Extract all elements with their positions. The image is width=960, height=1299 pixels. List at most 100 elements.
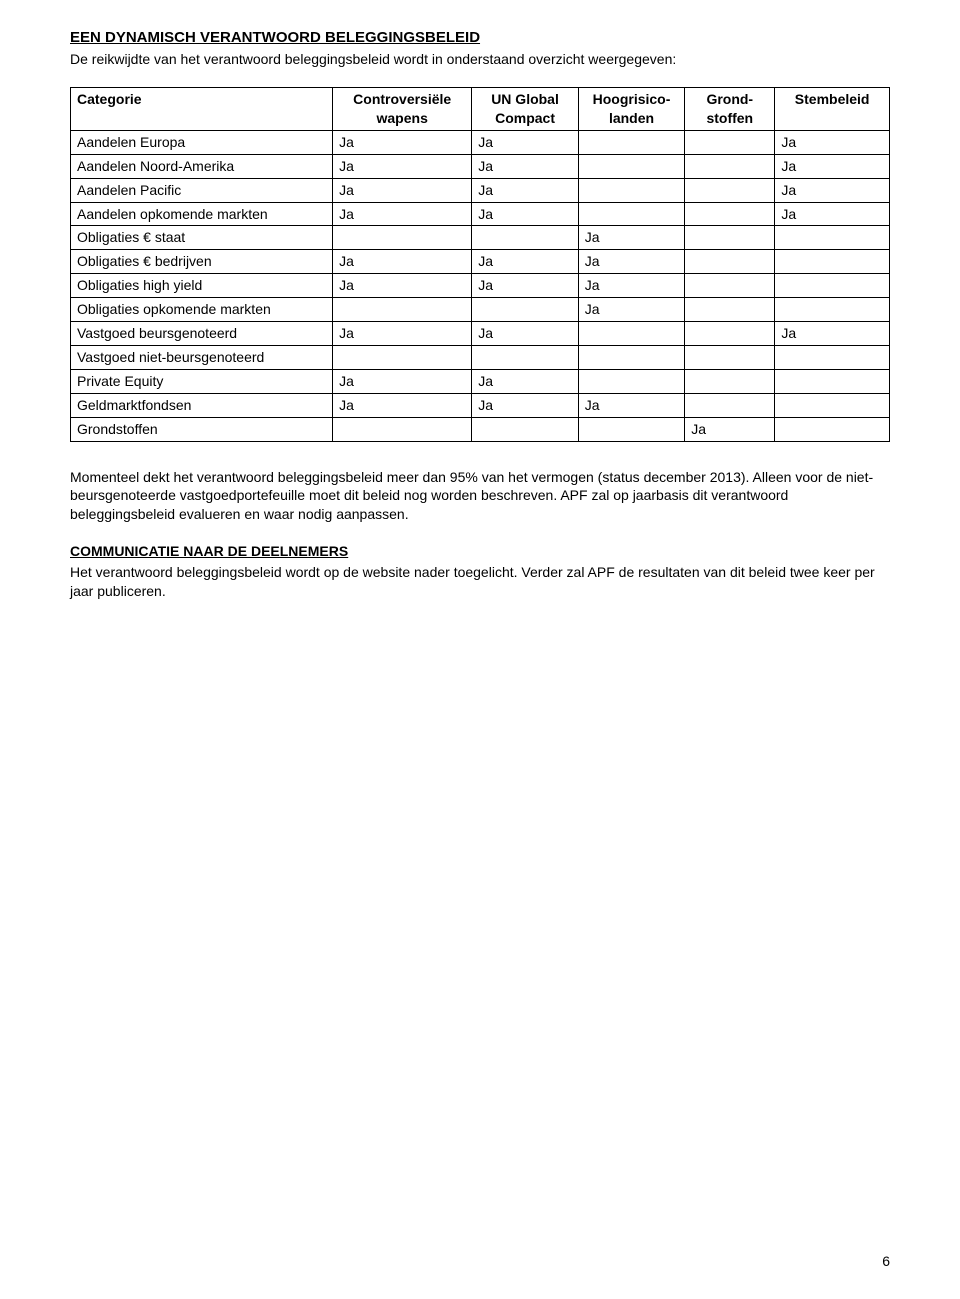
value-cell: Ja — [775, 130, 890, 154]
value-cell: Ja — [333, 393, 472, 417]
value-cell — [685, 298, 775, 322]
col-header-label: Grond- — [691, 90, 768, 109]
category-cell: Aandelen Europa — [71, 130, 333, 154]
col-header-wapens: Controversiële wapens — [333, 88, 472, 131]
category-cell: Aandelen Pacific — [71, 178, 333, 202]
category-cell: Aandelen Noord-Amerika — [71, 154, 333, 178]
value-cell: Ja — [578, 274, 684, 298]
page: EEN DYNAMISCH VERANTWOORD BELEGGINGSBELE… — [0, 0, 960, 1299]
communication-paragraph: Het verantwoord beleggingsbeleid wordt o… — [70, 563, 890, 601]
value-cell: Ja — [333, 154, 472, 178]
category-cell: Private Equity — [71, 369, 333, 393]
table-body: Aandelen EuropaJaJaJaAandelen Noord-Amer… — [71, 130, 890, 441]
category-cell: Geldmarktfondsen — [71, 393, 333, 417]
value-cell — [685, 322, 775, 346]
col-header-hoogrisico: Hoogrisico- landen — [578, 88, 684, 131]
table-row: GeldmarktfondsenJaJaJa — [71, 393, 890, 417]
table-row: Grondstoffen Ja — [71, 417, 890, 441]
value-cell — [775, 417, 890, 441]
value-cell — [578, 369, 684, 393]
col-header-label: Compact — [478, 109, 571, 128]
value-cell — [578, 345, 684, 369]
category-cell: Vastgoed beursgenoteerd — [71, 322, 333, 346]
value-cell: Ja — [333, 130, 472, 154]
policy-table: Categorie Controversiële wapens UN Globa… — [70, 87, 890, 441]
value-cell: Ja — [333, 322, 472, 346]
value-cell: Ja — [578, 226, 684, 250]
value-cell — [685, 369, 775, 393]
value-cell — [578, 417, 684, 441]
table-row: Obligaties opkomende markten Ja — [71, 298, 890, 322]
value-cell — [685, 130, 775, 154]
value-cell: Ja — [775, 154, 890, 178]
intro-paragraph: De reikwijdte van het verantwoord belegg… — [70, 50, 890, 69]
value-cell — [472, 298, 578, 322]
value-cell: Ja — [472, 250, 578, 274]
value-cell — [578, 178, 684, 202]
col-header-label: Categorie — [77, 90, 326, 109]
value-cell — [578, 202, 684, 226]
value-cell: Ja — [775, 322, 890, 346]
value-cell — [578, 322, 684, 346]
col-header-stembeleid: Stembeleid — [775, 88, 890, 131]
table-row: Private EquityJaJa — [71, 369, 890, 393]
value-cell — [775, 393, 890, 417]
value-cell — [685, 250, 775, 274]
category-cell: Obligaties € staat — [71, 226, 333, 250]
value-cell — [472, 417, 578, 441]
policy-heading: EEN DYNAMISCH VERANTWOORD BELEGGINGSBELE… — [70, 28, 890, 48]
value-cell — [333, 226, 472, 250]
col-header-label: Stembeleid — [781, 90, 883, 109]
value-cell — [685, 226, 775, 250]
value-cell: Ja — [472, 369, 578, 393]
category-cell: Grondstoffen — [71, 417, 333, 441]
table-header-row: Categorie Controversiële wapens UN Globa… — [71, 88, 890, 131]
value-cell — [775, 369, 890, 393]
value-cell: Ja — [578, 298, 684, 322]
value-cell: Ja — [472, 154, 578, 178]
value-cell — [685, 154, 775, 178]
table-row: Aandelen EuropaJaJaJa — [71, 130, 890, 154]
value-cell: Ja — [472, 274, 578, 298]
value-cell — [775, 345, 890, 369]
value-cell — [775, 274, 890, 298]
value-cell — [685, 202, 775, 226]
category-cell: Obligaties € bedrijven — [71, 250, 333, 274]
value-cell — [685, 345, 775, 369]
value-cell: Ja — [472, 130, 578, 154]
table-row: Aandelen PacificJaJaJa — [71, 178, 890, 202]
value-cell: Ja — [472, 322, 578, 346]
col-header-label: Hoogrisico- — [585, 90, 678, 109]
value-cell: Ja — [333, 178, 472, 202]
value-cell: Ja — [685, 417, 775, 441]
value-cell — [333, 298, 472, 322]
value-cell — [775, 298, 890, 322]
value-cell — [685, 274, 775, 298]
col-header-label: Controversiële — [339, 90, 465, 109]
col-header-label: landen — [585, 109, 678, 128]
col-header-label: stoffen — [691, 109, 768, 128]
value-cell — [333, 417, 472, 441]
value-cell: Ja — [333, 202, 472, 226]
value-cell — [775, 226, 890, 250]
category-cell: Vastgoed niet-beursgenoteerd — [71, 345, 333, 369]
table-row: Obligaties € bedrijvenJaJaJa — [71, 250, 890, 274]
table-row: Vastgoed niet-beursgenoteerd — [71, 345, 890, 369]
category-cell: Obligaties opkomende markten — [71, 298, 333, 322]
category-cell: Aandelen opkomende markten — [71, 202, 333, 226]
value-cell — [333, 345, 472, 369]
coverage-paragraph: Momenteel dekt het verantwoord belegging… — [70, 468, 890, 525]
col-header-label: UN Global — [478, 90, 571, 109]
value-cell: Ja — [472, 393, 578, 417]
table-row: Obligaties high yieldJaJaJa — [71, 274, 890, 298]
value-cell: Ja — [472, 202, 578, 226]
value-cell: Ja — [775, 202, 890, 226]
table-row: Aandelen Noord-AmerikaJaJaJa — [71, 154, 890, 178]
value-cell — [578, 154, 684, 178]
col-header-un-global: UN Global Compact — [472, 88, 578, 131]
col-header-categorie: Categorie — [71, 88, 333, 131]
value-cell — [578, 130, 684, 154]
table-row: Obligaties € staat Ja — [71, 226, 890, 250]
table-head: Categorie Controversiële wapens UN Globa… — [71, 88, 890, 131]
value-cell — [685, 393, 775, 417]
